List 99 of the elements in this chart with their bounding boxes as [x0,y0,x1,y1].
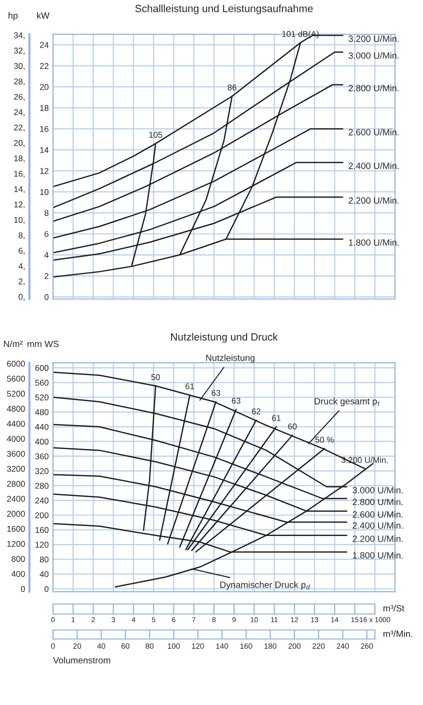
x-axis-title: m³/St [383,604,404,612]
series-label: 2.800 U/Min. [352,498,403,506]
y-tick-label: 22 [40,63,48,69]
text: Volumenstrom [53,656,110,664]
y-tick-label: 18 [40,105,48,111]
y-tick-label: 280 [35,482,49,489]
chart-title: Schallleistung und Leistungsaufnahme [135,4,313,14]
y2-tick-label: 6000 [7,360,25,367]
series-label: 3.000 U/Min. [352,486,403,494]
y2-tick-label: 5600 [7,376,25,382]
series-label: 2.200 U/Min. [348,197,399,204]
y2-tick-label: 12, [14,202,24,208]
y-tick-label: 6 [44,231,48,237]
series-label: 2.600 U/Min. [352,511,403,518]
y2-tick-label: 24, [14,109,24,116]
y2-tick-label: 20, [14,140,24,147]
y-tick-label: 320 [35,468,49,474]
series-label: 101 dB(A) [282,30,319,39]
y-tick-label: 24 [40,42,49,48]
series-label: 63 [232,398,240,404]
x2-axis-title: m³/Min. [383,630,412,637]
y2-tick-label: 3600 [7,450,25,457]
y2-axis-title: N/m² [4,340,23,348]
series-label: 2.400 U/Min. [348,162,399,170]
y-tick-label: 20 [40,84,49,90]
annotation: Druck gesamt p$_{t}$ [314,398,380,406]
y2-tick-label: 2800 [7,480,25,487]
y-tick-label: 360 [35,453,49,460]
y-tick-label: 2 [44,273,48,279]
chart-title: Nutzleistung und Druck [171,332,278,343]
y2-tick-label: 28, [14,78,24,86]
series-label: 50 % [315,436,334,443]
y-tick-label: 560 [35,380,49,386]
y-tick-label: 200 [35,512,49,518]
y-tick-label: 400 [35,438,49,445]
y-tick-label: 80 [40,556,49,562]
series-label: 61 [272,415,281,421]
series-label: 2.800 U/Min. [348,84,399,92]
y2-tick-label: 0 [20,586,25,592]
y2-tick-label: 0, [18,294,24,301]
y2-tick-label: 18, [14,155,24,162]
series-label: 1.800 U/Min. [352,552,403,559]
y2-tick-label: 5200 [7,390,25,397]
series-label: 2.400 U/Min. [352,522,403,529]
series-label: 3.000 U/Min. [348,52,399,59]
y-axis-title: mm WS [28,340,59,348]
series-label: 2.200 U/Min. [352,535,403,542]
series-label: 63 [212,390,220,396]
y-tick-label: 0 [44,294,49,300]
y-tick-label: 480 [35,409,49,416]
y-tick-label: 40 [40,571,49,578]
y2-tick-label: 4400 [6,420,25,427]
y2-tick-label: 10, [14,216,24,224]
y-tick-label: 14 [40,147,49,153]
y2-tick-label: 4800 [6,406,25,412]
y-tick-label: 12 [40,168,48,174]
y2-tick-label: 400 [12,570,25,577]
series-label: 86 [228,84,236,90]
y2-tick-label: 800 [12,556,25,562]
y2-tick-label: 32, [14,48,24,55]
y2-tick-label: 3200 [7,466,25,472]
y-tick-label: 10 [40,189,49,195]
y-tick-label: 16 [40,126,48,132]
series-label: 1.800 U/Min. [348,239,399,246]
series-label: 61 [186,383,194,390]
series-label: 3.200 U/Min. [348,35,399,42]
y-tick-label: 600 [35,365,49,371]
y2-tick-label: 6, [18,248,24,255]
y2-tick-label: 34, [14,32,24,40]
y2-tick-label: 2400 [7,496,25,502]
y2-tick-label: 4000 [6,436,25,442]
y-tick-label: 520 [35,394,49,400]
y-tick-label: 8 [44,210,48,216]
y2-tick-label: 26, [14,94,24,101]
y2-tick-label: 8, [18,232,24,240]
y2-tick-label: 14, [14,186,24,194]
y-axis-title: kW [37,12,50,19]
y2-tick-label: 30, [14,63,24,70]
series-label: 62 [252,408,260,414]
y-tick-label: 120 [36,542,49,548]
series-label: 2.600 U/Min. [348,128,399,136]
annotation: Dynamischer Druck p$_{d}$ [220,581,310,590]
y2-tick-label: 16, [14,170,24,178]
y2-tick-label: 1600 [7,526,25,532]
y2-tick-label: 1200 [7,540,25,547]
y2-tick-label: 4, [18,263,24,270]
y-tick-label: 0 [44,586,49,592]
series-label: 50 [151,374,160,380]
y-tick-label: 440 [35,424,49,430]
series-label: 60 [288,424,297,430]
y-tick-label: 160 [36,527,49,533]
y2-tick-label: 2, [18,278,24,286]
y-tick-label: 4 [44,252,49,258]
series-label: 105 [149,132,162,138]
y2-axis-title: hp [8,12,18,21]
y2-tick-label: 22, [14,124,24,132]
y2-tick-label: 2000 [7,510,25,517]
annotation: Nutzleistung [206,354,255,363]
y-tick-label: 240 [35,498,49,504]
